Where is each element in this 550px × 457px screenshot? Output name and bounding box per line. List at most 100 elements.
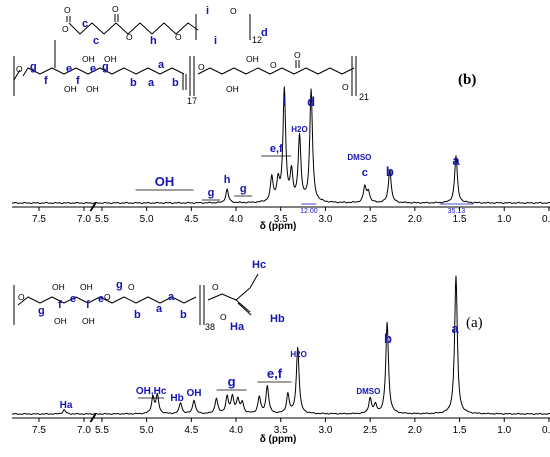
peak-label: b xyxy=(384,331,392,346)
axis-break xyxy=(89,413,97,423)
x-tick-label: 1.5 xyxy=(453,425,467,436)
x-tick-label: 7.0 xyxy=(77,425,91,436)
struct-bond xyxy=(295,60,300,68)
struct-subscript: 38 xyxy=(205,322,215,332)
struct-vinyl xyxy=(207,287,251,313)
x-axis-b: 7.5 7.0 5.5 5.0 4.5 4.0 3.5 3.0 2.5 2.0 1.5 1.0 0.5 δ… xyxy=(12,202,550,232)
struct-letter: b xyxy=(180,309,187,321)
struct-letter: h xyxy=(150,35,157,47)
struct-letter: g xyxy=(102,61,109,73)
struct-atom: O xyxy=(128,282,135,292)
spectrum-trace-a xyxy=(11,275,550,415)
x-axis-a: 7.5 7.0 5.5 5.0 4.5 4.0 3.5 3.0 2.5 2.0 1.5 1.0 0.5 δ… xyxy=(12,413,550,445)
x-tick-label: 0.5 xyxy=(542,425,550,436)
panel-label-b: (b) xyxy=(458,72,476,88)
peak-label: DMSO xyxy=(356,387,380,396)
struct-backbone-left xyxy=(13,56,185,96)
struct-letter: g xyxy=(116,279,123,291)
peak-label: c xyxy=(362,167,368,179)
struct-atom: O xyxy=(18,292,25,302)
struct-letter: c xyxy=(93,35,99,47)
x-tick-label: 3.0 xyxy=(318,425,332,436)
x-tick-label: 2.5 xyxy=(363,214,377,225)
x-tick-label: 7.5 xyxy=(32,214,46,225)
struct-bond xyxy=(114,14,119,22)
struct-letter: a xyxy=(158,59,165,71)
struct-bond xyxy=(66,16,71,22)
spectrum-trace-b xyxy=(11,86,550,205)
struct-atom: O xyxy=(16,64,23,74)
peak-label: Ha xyxy=(60,400,73,411)
peak-label: h xyxy=(224,174,231,186)
struct-bracket-12 xyxy=(195,14,251,40)
struct-letter: c xyxy=(82,18,88,30)
peak-label: d xyxy=(307,94,315,109)
struct-letter: e xyxy=(66,63,72,75)
x-tick-label: 4.0 xyxy=(229,425,243,436)
struct-vinyl-double xyxy=(237,302,252,316)
struct-subscript: 17 xyxy=(187,96,197,106)
struct-letter: e xyxy=(70,293,76,305)
x-tick-label: 2.5 xyxy=(363,425,377,436)
struct-atom: OH xyxy=(226,84,239,94)
x-tick-label: 3.0 xyxy=(318,214,332,225)
peak-label: OH xyxy=(187,388,202,399)
x-tick-label: 7.5 xyxy=(32,425,46,436)
struct-letter: Hc xyxy=(252,259,266,271)
peak-label: i xyxy=(283,94,287,109)
struct-atom: OH xyxy=(86,84,99,94)
struct-letter: i xyxy=(206,5,209,17)
x-tick-label: 2.0 xyxy=(408,214,422,225)
structure-b: O O O O O O 12 c c h i i d O OH OH OH OH… xyxy=(13,4,369,106)
struct-atom: O xyxy=(212,282,219,292)
peak-label: OH,Hc xyxy=(136,386,167,397)
struct-atom: O xyxy=(112,4,119,14)
struct-subscript: 21 xyxy=(359,92,369,102)
x-tick-label: 3.5 xyxy=(274,214,288,225)
peak-label: g xyxy=(240,183,247,195)
integral-value: 35.13 xyxy=(448,208,466,215)
struct-letter: g xyxy=(30,61,37,73)
peak-label: b xyxy=(386,164,394,179)
struct-atom: O xyxy=(230,6,237,16)
struct-letter: d xyxy=(261,27,268,39)
struct-bracket-21 xyxy=(351,56,357,96)
struct-atom: OH xyxy=(82,54,95,64)
spectrum-b: OH ghg e,f i H2O d DMSO c b a 12.00 35.13 7.5 7.0 5.5… xyxy=(11,86,550,232)
x-tick-label: 4.5 xyxy=(184,214,198,225)
struct-letter: Hb xyxy=(270,313,285,325)
x-tick-label: 4.5 xyxy=(184,425,198,436)
x-tick-label: 1.5 xyxy=(453,214,467,225)
struct-atom: O xyxy=(220,312,227,322)
struct-atom: O xyxy=(64,5,71,15)
x-tick-label: 7.0 xyxy=(77,214,91,225)
struct-atom: OH xyxy=(104,54,117,64)
struct-atom: OH xyxy=(80,282,93,292)
structure-a: O OH OH OH OH O O O O g f e f e g b a a … xyxy=(13,259,285,333)
x-axis-label: δ (ppm) xyxy=(260,434,297,445)
peak-label: g xyxy=(208,187,215,199)
peak-labels-b: OH ghg e,f i H2O d DMSO c b a 12.00 35.13 xyxy=(135,94,473,215)
struct-atom: O xyxy=(62,24,69,34)
struct-bracket-17 xyxy=(182,56,195,96)
struct-letter: g xyxy=(38,305,45,317)
struct-letter: b xyxy=(172,77,179,89)
x-tick-label: 4.0 xyxy=(229,214,243,225)
x-tick-label: 5.0 xyxy=(140,214,154,225)
struct-atom: OH xyxy=(54,316,67,326)
axis-break xyxy=(89,202,97,212)
struct-letter: e xyxy=(90,63,96,75)
peak-label: OH xyxy=(155,174,175,189)
peak-label: e,f xyxy=(267,366,283,381)
struct-letter: b xyxy=(130,77,137,89)
peak-label: DMSO xyxy=(347,153,371,162)
struct-letter: Ha xyxy=(230,321,245,333)
struct-atom: O xyxy=(198,62,205,72)
x-tick-label: 0.5 xyxy=(542,214,550,225)
struct-atom: O xyxy=(175,32,182,42)
peak-label: Hb xyxy=(170,393,183,404)
peak-label: a xyxy=(451,321,459,336)
peak-label: H2O xyxy=(291,125,307,134)
struct-backbone-a xyxy=(13,285,197,325)
